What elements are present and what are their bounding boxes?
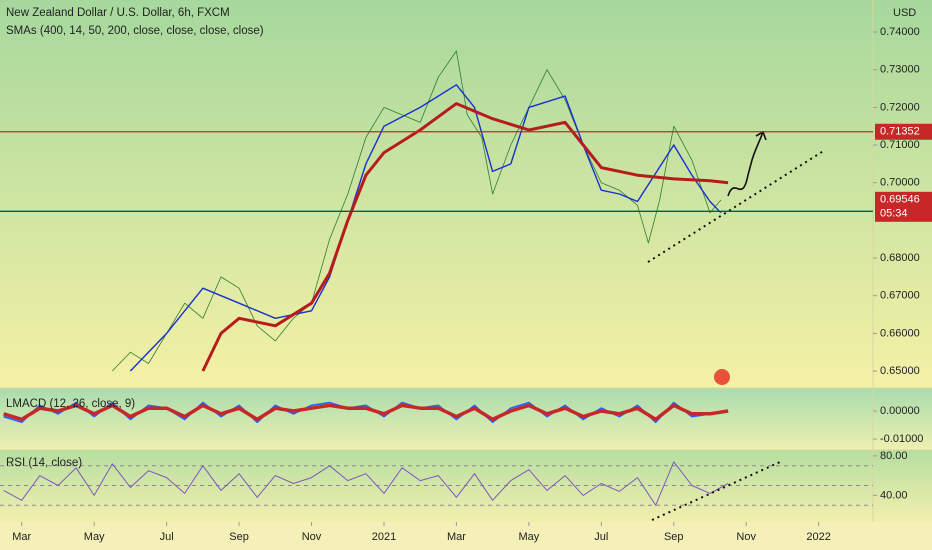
y-tick-label: 80.00 xyxy=(880,450,908,462)
macd-panel xyxy=(0,388,932,450)
y-tick-label: -0.01000 xyxy=(880,433,923,445)
y-tick-label: 0.74000 xyxy=(880,26,920,38)
x-tick-label: Sep xyxy=(664,531,684,543)
y-tick-label: 0.65000 xyxy=(880,365,920,377)
series-line xyxy=(3,461,729,506)
y-tick-label: 0.00000 xyxy=(880,405,920,417)
series-line xyxy=(129,84,722,372)
y-tick-label: 0.73000 xyxy=(880,64,920,76)
macd-title: LMACD (12, 26, close, 9) xyxy=(6,398,135,410)
currency: USD xyxy=(893,7,916,19)
projection-arrow xyxy=(727,131,764,197)
rsi-title: RSI (14, close) xyxy=(6,457,82,469)
x-tick-label: 2021 xyxy=(372,531,396,543)
x-tick-label: Sep xyxy=(229,531,249,543)
x-tick-label: Mar xyxy=(447,531,466,543)
x-tick-label: 2022 xyxy=(806,531,830,543)
countdown: 05:34 xyxy=(880,208,908,220)
x-tick-label: Mar xyxy=(12,531,31,543)
y-tick-label: 0.66000 xyxy=(880,327,920,339)
x-tick-label: Jul xyxy=(160,531,174,543)
x-tick-label: May xyxy=(518,531,539,543)
price-label: 0.71352 xyxy=(880,126,920,138)
y-tick-label: 40.00 xyxy=(880,489,908,501)
y-tick-label: 0.72000 xyxy=(880,101,920,113)
indicator-legend: SMAs (400, 14, 50, 200, close, close, cl… xyxy=(6,25,264,37)
event-icon xyxy=(714,369,730,385)
x-tick-label: May xyxy=(84,531,105,543)
chart-title: New Zealand Dollar / U.S. Dollar, 6h, FX… xyxy=(6,7,230,19)
last-price: 0.69546 xyxy=(880,194,920,206)
y-tick-label: 0.68000 xyxy=(880,252,920,264)
y-tick-label: 0.70000 xyxy=(880,177,920,189)
price-label-box xyxy=(875,123,932,140)
trend-line xyxy=(647,149,826,263)
last-price-box xyxy=(875,191,932,222)
price-panel xyxy=(0,0,932,388)
x-tick-label: Nov xyxy=(736,531,756,543)
y-tick-label: 0.71000 xyxy=(880,139,920,151)
series-line xyxy=(3,403,729,422)
series-line xyxy=(112,50,722,372)
plots xyxy=(0,50,873,506)
x-tick-label: Nov xyxy=(302,531,322,543)
series-line xyxy=(201,102,729,372)
x-tick-label: Jul xyxy=(594,531,608,543)
time-axis xyxy=(0,522,932,550)
y-tick-label: 0.67000 xyxy=(880,290,920,302)
